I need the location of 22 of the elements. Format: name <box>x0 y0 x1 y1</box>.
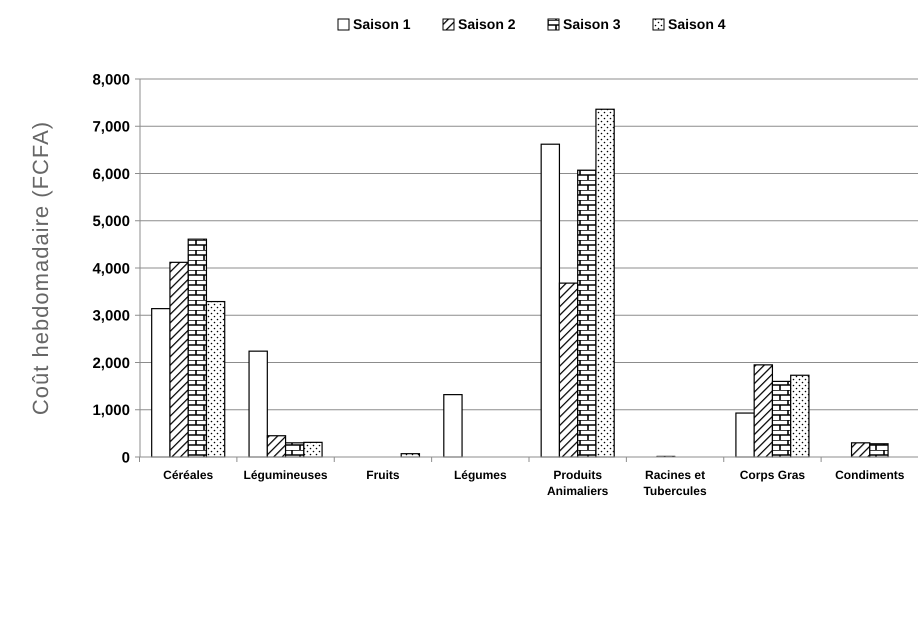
x-tick-label: Fruits <box>366 468 400 482</box>
y-tick-label: 8,000 <box>92 71 130 88</box>
legend-label: Saison 3 <box>563 16 621 32</box>
x-tick-label: Produits Animaliers <box>547 468 609 498</box>
x-tick-label: Légumes <box>454 468 507 482</box>
y-tick-label: 5,000 <box>92 213 130 230</box>
x-tick-label: Céréales <box>163 468 214 482</box>
y-tick-label: 2,000 <box>92 354 130 372</box>
x-tick-label: Condiments <box>835 468 905 482</box>
x-tick-label: Corps Gras <box>740 468 806 482</box>
legend-label: Saison 1 <box>353 16 411 32</box>
y-axis-title: Coût hebdomadaire (FCFA) <box>28 120 53 416</box>
x-tick-label: Légumineuses <box>244 468 328 482</box>
legend-label: Saison 2 <box>458 16 516 32</box>
legend-label: Saison 4 <box>668 16 726 32</box>
y-tick-label: 1,000 <box>92 402 130 419</box>
y-tick-label: 0 <box>122 449 130 466</box>
y-tick-label: 6,000 <box>92 166 130 183</box>
y-tick-label: 7,000 <box>92 118 130 136</box>
y-tick-label: 4,000 <box>92 260 130 278</box>
y-tick-label: 3,000 <box>92 308 130 324</box>
x-tick-label: Racines et Tubercules <box>643 468 707 498</box>
